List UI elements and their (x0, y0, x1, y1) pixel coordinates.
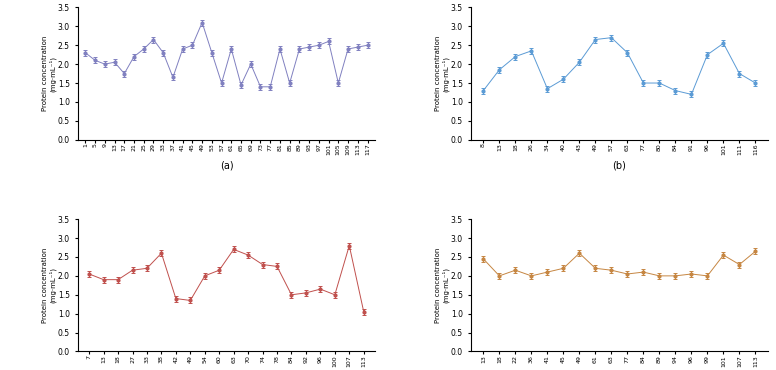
Y-axis label: Protein concentration
(mg·mL⁻¹): Protein concentration (mg·mL⁻¹) (42, 248, 57, 323)
X-axis label: (a): (a) (220, 161, 234, 171)
Y-axis label: Protein concentration
(mg·mL⁻¹): Protein concentration (mg·mL⁻¹) (42, 36, 57, 111)
Y-axis label: Protein concentration
(mg·mL⁻¹): Protein concentration (mg·mL⁻¹) (435, 248, 449, 323)
Y-axis label: Protein concentration
(mg·mL⁻¹): Protein concentration (mg·mL⁻¹) (435, 36, 449, 111)
X-axis label: (b): (b) (612, 161, 626, 171)
